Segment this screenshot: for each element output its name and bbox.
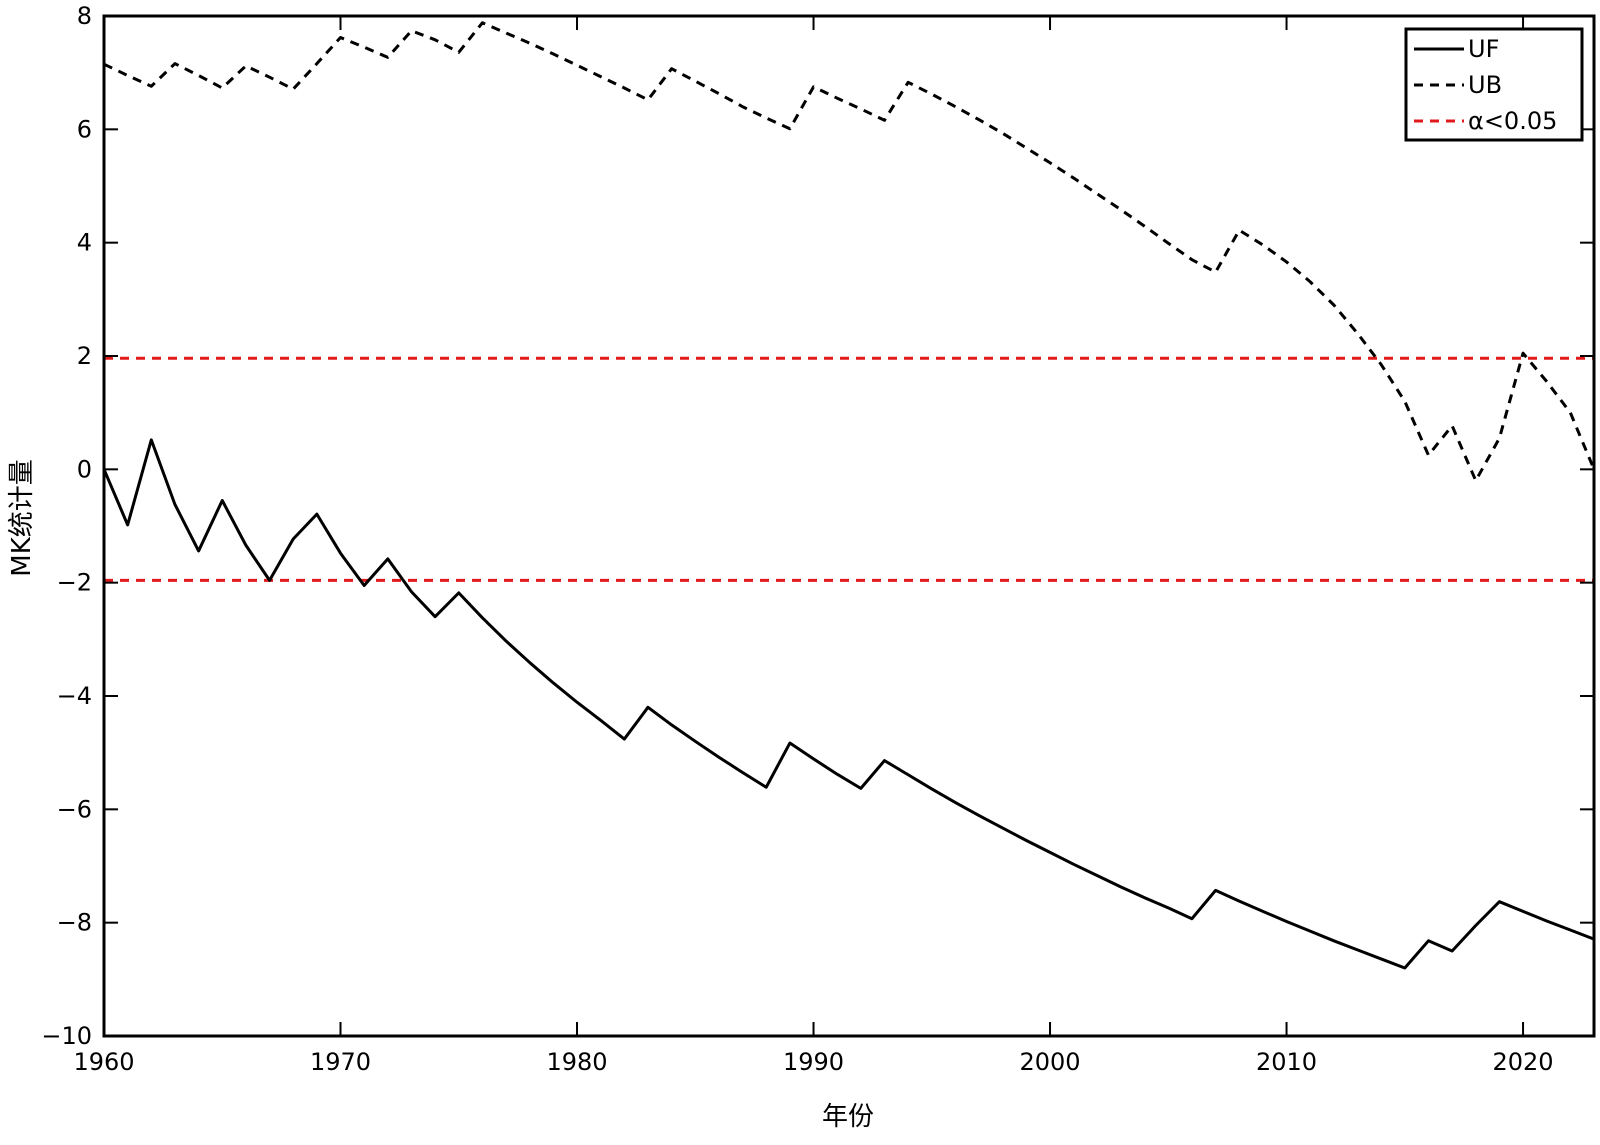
axes-frame [102,14,1596,1038]
x-tick-label: 1980 [546,1048,607,1076]
y-tick-label: 0 [77,455,92,483]
plot-area [104,16,1594,1036]
x-tick-label: 2000 [1019,1048,1080,1076]
x-tick-label: 1960 [73,1048,134,1076]
legend: UF UB α<0.05 [1404,27,1584,142]
x-tick-label: 1970 [310,1048,371,1076]
y-axis-label: MK统计量 [7,459,37,576]
y-axis-ticks: −10 −8 −6 −4 −2 0 2 4 6 8 [41,2,1594,1050]
significance-lines [104,356,1594,582]
legend-label-1: UB [1468,71,1502,99]
y-tick-label: −10 [41,1022,92,1050]
legend-label-2: α<0.05 [1468,107,1557,135]
y-tick-label: −6 [57,795,92,823]
series-line-ub [103,21,1596,483]
x-tick-label: 2020 [1493,1048,1554,1076]
y-tick-label: 2 [77,342,92,370]
plot-background [104,16,1594,1036]
x-axis-label: 年份 [822,1102,874,1132]
x-tick-label: 1990 [783,1048,844,1076]
x-tick-label: 2010 [1256,1048,1317,1076]
y-tick-label: 6 [77,115,92,143]
y-tick-label: −8 [57,909,92,937]
y-tick-label: −4 [57,682,92,710]
y-tick-label: 4 [77,229,92,257]
axes [102,14,1596,1038]
y-tick-label: 8 [77,2,92,30]
legend-label-0: UF [1468,35,1499,63]
x-axis-ticks: 1960 1970 1980 1990 2000 2010 2020 [73,16,1554,1076]
series-line-uf [102,438,1595,970]
y-tick-label: −2 [57,569,92,597]
series-lines [102,21,1596,970]
